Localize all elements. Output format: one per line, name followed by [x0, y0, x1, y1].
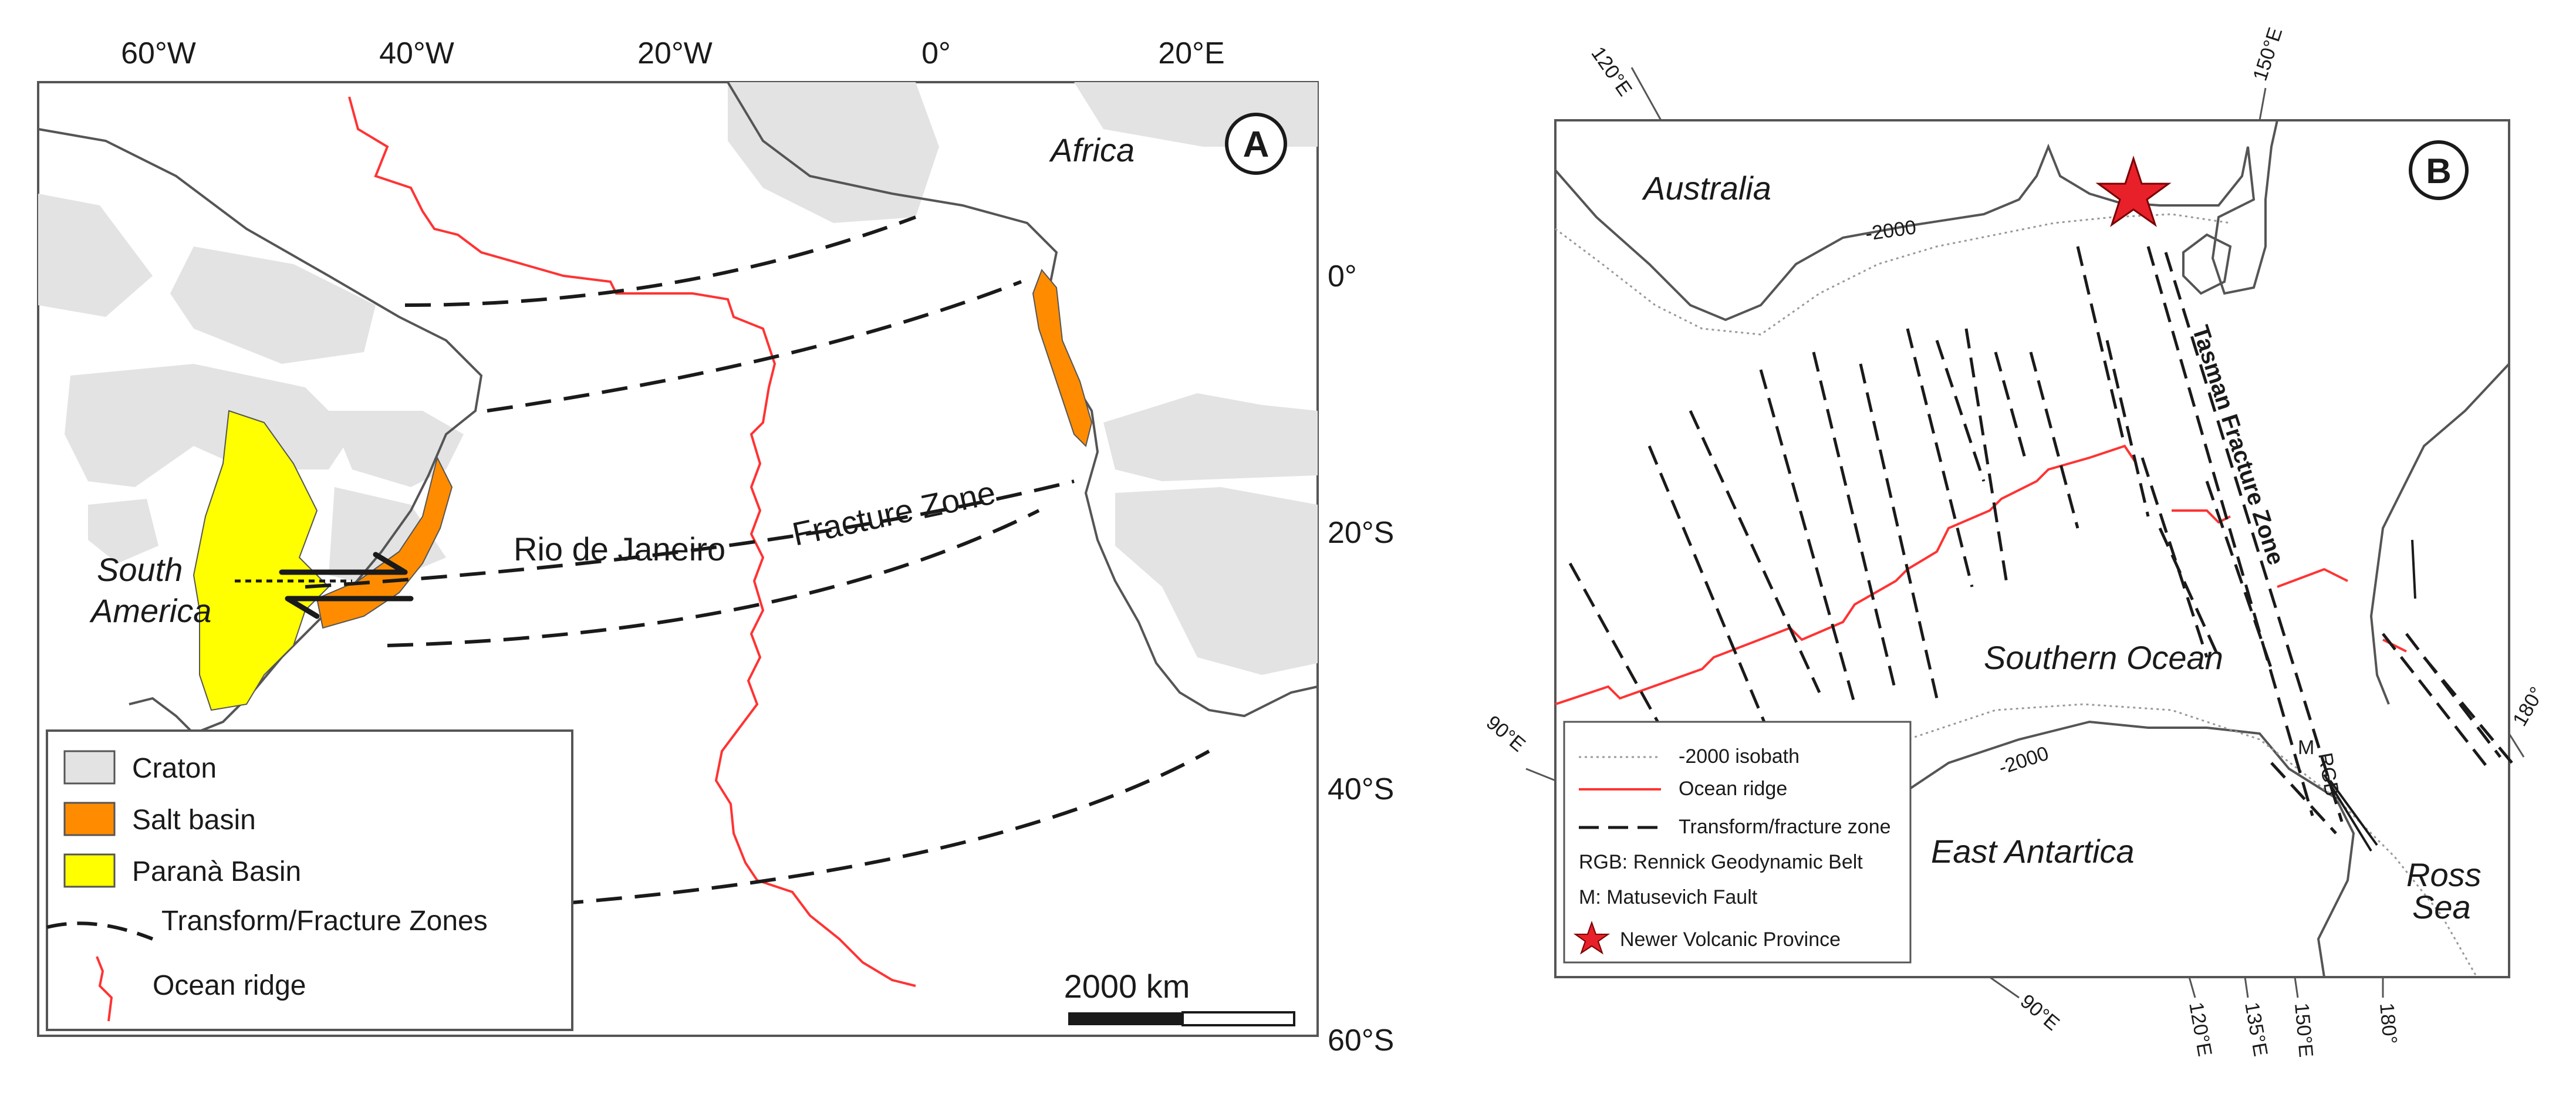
tick-40w: 40°W	[379, 36, 454, 70]
scale-bar-label: 2000 km	[1064, 968, 1190, 1005]
coastlines-a	[38, 81, 1318, 735]
scale-bar-a: 2000 km	[1064, 968, 1295, 1026]
label-ross: Ross	[2406, 856, 2482, 893]
newer-volcanic-province-star	[2095, 156, 2172, 227]
tick-b-120e-top: 120°E	[1586, 43, 1636, 100]
tick-b-180-bottom: 180°	[2375, 1002, 2401, 1045]
panel-a: A 60°W 40°W 20°W 0° 20°E 0° 20°S 40°S 60…	[37, 36, 1394, 1058]
fracture-zones-b	[1568, 246, 2513, 835]
legend-a: Craton Salt basin Paranà Basin Transform…	[46, 729, 573, 1031]
panel-b-graticule-ticks	[1525, 67, 2525, 999]
panel-a-badge	[1225, 113, 1287, 175]
tick-20s: 20°S	[1328, 516, 1394, 550]
parana-basin	[193, 410, 330, 711]
tick-20w: 20°W	[637, 36, 713, 70]
legend-ridge-label: Ocean ridge	[153, 970, 306, 1001]
panel-a-badge-letter: A	[1243, 124, 1270, 165]
fracture-zones-a	[305, 215, 1210, 906]
label-australia: Australia	[1642, 170, 1771, 207]
coastline-east-antarctica	[1713, 720, 2355, 978]
fracture-zones-solid	[2323, 539, 2416, 852]
legend-m-label: M: Matusevich Fault	[1579, 886, 1758, 908]
tick-b-150e-top: 150°E	[2248, 25, 2287, 83]
tick-b-150e-bottom: 150°E	[2290, 1002, 2317, 1058]
legend-transform-label: Transform/Fracture Zones	[161, 906, 488, 937]
salt-basin-africa	[1032, 269, 1093, 447]
legend-rgb-label: RGB: Rennick Geodynamic Belt	[1579, 851, 1863, 873]
label-m: M	[2298, 736, 2314, 759]
tick-0: 0°	[921, 36, 951, 70]
coastline-tasmania	[2182, 233, 2232, 295]
legend-star-icon	[1573, 920, 1611, 955]
shear-arrows	[279, 552, 414, 619]
legend-b-box	[1563, 721, 1912, 964]
panel-a-right-ticks: 0° 20°S 40°S 60°S	[1328, 259, 1394, 1058]
legend-salt-swatch	[63, 802, 116, 836]
tick-60s: 60°S	[1328, 1023, 1394, 1058]
panel-a-top-ticks: 60°W 40°W 20°W 0° 20°E	[121, 36, 1225, 70]
tick-60w: 60°W	[121, 36, 196, 70]
panel-b-badge-letter: B	[2426, 151, 2451, 191]
legend-b: -2000 isobath Ocean ridge Transform/frac…	[1563, 721, 1912, 964]
legend-a-box	[46, 729, 573, 1031]
tick-b-90e-left: 90°E	[1482, 711, 1530, 756]
legend-craton-label: Craton	[132, 753, 217, 784]
tick-b-180-right: 180°	[2509, 683, 2548, 730]
legend-ridge-swatch	[96, 956, 113, 1022]
label-sea: Sea	[2412, 888, 2471, 925]
ocean-ridge-southern	[1555, 444, 2407, 705]
label-rio-de-janeiro: Rio de Janeiro	[514, 531, 725, 567]
legend-transform-swatch	[46, 921, 154, 941]
coastline-australia	[1554, 120, 2278, 322]
legend-parana-label: Paranà Basin	[132, 856, 301, 887]
tick-b-135e-bottom: 135°E	[2240, 1001, 2272, 1058]
tick-b-120e-bottom: 120°E	[2185, 1001, 2216, 1058]
ocean-ridge-atlantic	[348, 96, 916, 987]
tick-0-lat: 0°	[1328, 259, 1357, 293]
legend-craton-swatch	[63, 750, 116, 785]
label-southern-ocean: Southern Ocean	[1984, 639, 2223, 676]
craton-areas	[38, 82, 1318, 675]
tick-20e: 20°E	[1158, 36, 1224, 70]
tick-b-90e-bottom: 90°E	[2016, 990, 2064, 1035]
panel-b: B Australia Southern Ocean East Antartic…	[1482, 25, 2548, 1058]
legend-ridge-b-label: Ocean ridge	[1679, 778, 1787, 800]
legend-transform-b-label: Transform/fracture zone	[1679, 816, 1891, 838]
coastline-ross-west	[2369, 363, 2510, 705]
legend-nvp-label: Newer Volcanic Province	[1620, 928, 1841, 951]
tick-40s: 40°S	[1328, 772, 1394, 806]
label-east-antarctica: East Antartica	[1931, 833, 2135, 870]
legend-parana-swatch	[63, 853, 116, 888]
legend-salt-label: Salt basin	[132, 805, 256, 836]
label-america: America	[89, 592, 211, 629]
label-south: South	[97, 551, 183, 588]
panel-b-badge	[2409, 140, 2469, 200]
legend-isobath-label: -2000 isobath	[1679, 745, 1800, 768]
label-africa: Africa	[1049, 131, 1135, 168]
